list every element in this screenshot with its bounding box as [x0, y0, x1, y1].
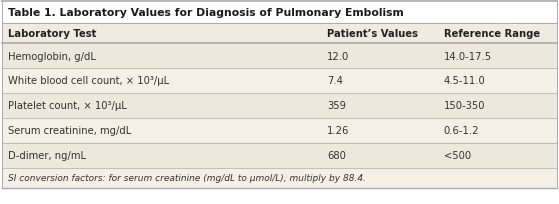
Text: White blood cell count, × 10³/μL: White blood cell count, × 10³/μL	[8, 76, 169, 86]
Text: 7.4: 7.4	[327, 76, 343, 86]
Text: D-dimer, ng/mL: D-dimer, ng/mL	[8, 151, 86, 161]
Text: 359: 359	[327, 101, 346, 111]
Text: Platelet count, × 10³/μL: Platelet count, × 10³/μL	[8, 101, 127, 111]
Text: 14.0-17.5: 14.0-17.5	[444, 51, 492, 61]
Text: Serum creatinine, mg/dL: Serum creatinine, mg/dL	[8, 126, 131, 136]
Text: Hemoglobin, g/dL: Hemoglobin, g/dL	[8, 51, 96, 61]
Text: Reference Range: Reference Range	[444, 29, 540, 39]
Text: Laboratory Test: Laboratory Test	[8, 29, 96, 39]
Text: 4.5-11.0: 4.5-11.0	[444, 76, 485, 86]
Text: SI conversion factors: for serum creatinine (mg/dL to μmol/L), multiply by 88.4.: SI conversion factors: for serum creatin…	[8, 174, 366, 183]
Text: Table 1. Laboratory Values for Diagnosis of Pulmonary Embolism: Table 1. Laboratory Values for Diagnosis…	[8, 8, 404, 18]
Text: 1.26: 1.26	[327, 126, 349, 136]
Text: <500: <500	[444, 151, 471, 161]
Text: 12.0: 12.0	[327, 51, 349, 61]
Text: Patient’s Values: Patient’s Values	[327, 29, 418, 39]
Text: 150-350: 150-350	[444, 101, 485, 111]
Text: 680: 680	[327, 151, 346, 161]
Text: 0.6-1.2: 0.6-1.2	[444, 126, 479, 136]
